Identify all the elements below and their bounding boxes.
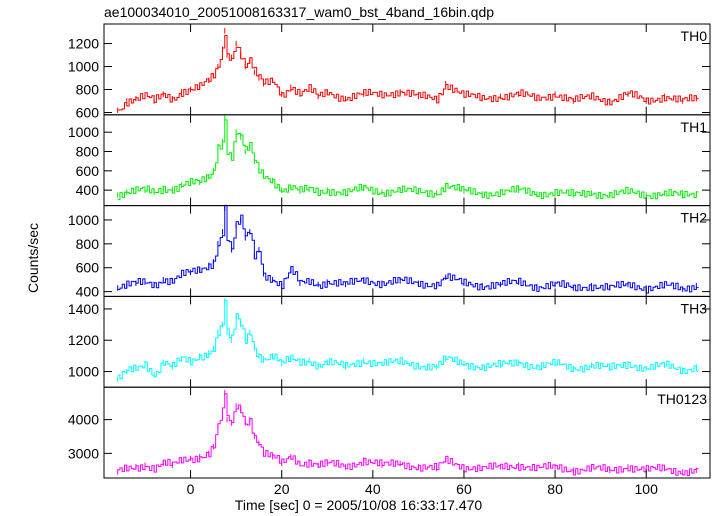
panel-label-TH0123: TH0123 bbox=[657, 391, 707, 407]
y-tick-label: 3000 bbox=[68, 445, 99, 461]
y-tick-label: 600 bbox=[76, 260, 100, 276]
series-line-TH3 bbox=[117, 299, 699, 380]
y-tick-label: 600 bbox=[76, 163, 100, 179]
series-line-TH0123 bbox=[117, 393, 699, 477]
y-tick-label: 1200 bbox=[68, 36, 99, 52]
y-tick-label: 800 bbox=[76, 82, 100, 98]
y-tick-label: 1400 bbox=[68, 301, 99, 317]
panel-label-TH0: TH0 bbox=[681, 28, 708, 44]
chart-title: ae100034010_20051008163317_wam0_bst_4ban… bbox=[104, 4, 495, 20]
panel-frame-TH0123 bbox=[103, 386, 711, 479]
x-tick-label: 0 bbox=[187, 481, 195, 497]
y-axis-label: Counts/sec bbox=[25, 222, 41, 294]
panel-frame-TH3 bbox=[103, 295, 711, 388]
y-tick-label: 1000 bbox=[68, 59, 99, 75]
y-tick-label: 600 bbox=[76, 105, 100, 121]
x-tick-label: 80 bbox=[547, 481, 563, 497]
y-tick-label: 1200 bbox=[68, 332, 99, 348]
x-tick-label: 100 bbox=[635, 481, 659, 497]
x-axis-label: Time [sec] 0 = 2005/10/08 16:33:17.470 bbox=[234, 497, 483, 513]
y-tick-label: 400 bbox=[76, 284, 100, 300]
panel-label-TH2: TH2 bbox=[681, 210, 708, 226]
y-tick-label: 1000 bbox=[68, 124, 99, 140]
panel-label-TH3: TH3 bbox=[681, 300, 708, 316]
series-line-TH1 bbox=[117, 119, 699, 201]
series-line-TH2 bbox=[117, 204, 699, 294]
y-tick-label: 4000 bbox=[68, 412, 99, 428]
x-tick-label: 60 bbox=[456, 481, 472, 497]
y-tick-label: 1000 bbox=[68, 364, 99, 380]
y-tick-label: 400 bbox=[76, 182, 100, 198]
series-line-TH0 bbox=[117, 34, 699, 111]
x-tick-label: 20 bbox=[274, 481, 290, 497]
y-tick-label: 1000 bbox=[68, 212, 99, 228]
y-tick-label: 800 bbox=[76, 236, 100, 252]
x-tick-label: 40 bbox=[365, 481, 381, 497]
y-tick-label: 800 bbox=[76, 144, 100, 160]
panel-label-TH1: TH1 bbox=[681, 119, 708, 135]
